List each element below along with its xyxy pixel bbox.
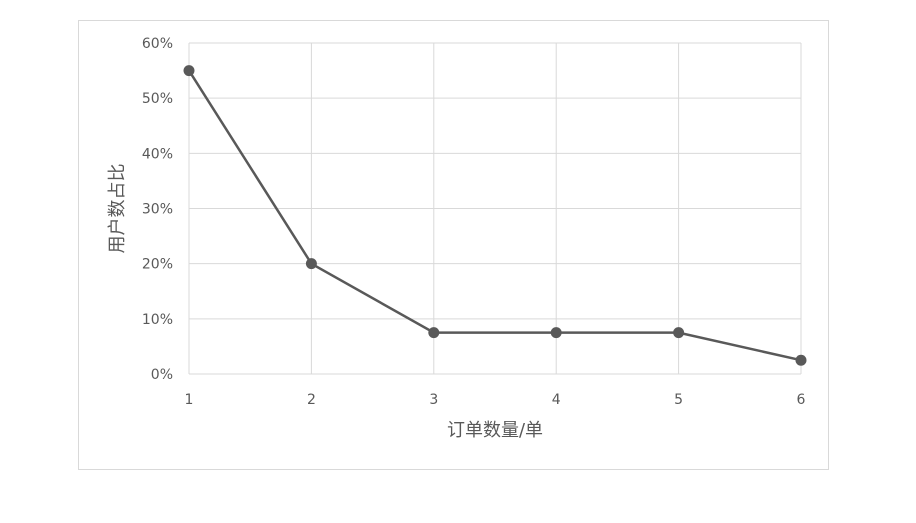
x-tick-label: 4 bbox=[552, 392, 561, 408]
data-point bbox=[673, 327, 685, 339]
x-axis-ticks: 1 2 3 4 5 6 bbox=[185, 392, 806, 408]
x-tick-label: 2 bbox=[307, 392, 316, 408]
y-axis-title: 用户数占比 bbox=[107, 164, 128, 254]
x-tick-label: 5 bbox=[674, 392, 683, 408]
y-tick-label: 50% bbox=[142, 91, 173, 107]
series bbox=[183, 65, 807, 366]
data-point bbox=[428, 327, 440, 339]
data-point bbox=[183, 65, 195, 77]
grid bbox=[188, 42, 802, 375]
y-tick-label: 30% bbox=[142, 202, 173, 218]
y-tick-label: 20% bbox=[142, 257, 173, 273]
series-line bbox=[187, 69, 802, 362]
data-point bbox=[305, 258, 317, 270]
y-tick-label: 10% bbox=[142, 312, 173, 328]
x-tick-label: 6 bbox=[797, 392, 806, 408]
y-tick-label: 60% bbox=[142, 36, 173, 52]
x-tick-label: 3 bbox=[429, 392, 438, 408]
y-axis-ticks: 0% 10% 20% 30% 40% 50% 60% bbox=[142, 36, 173, 383]
x-axis-title: 订单数量/单 bbox=[447, 420, 543, 441]
y-tick-label: 40% bbox=[142, 146, 173, 162]
data-point bbox=[795, 354, 807, 366]
data-point bbox=[550, 327, 562, 339]
x-tick-label: 1 bbox=[185, 392, 194, 408]
y-tick-label: 0% bbox=[151, 367, 173, 383]
